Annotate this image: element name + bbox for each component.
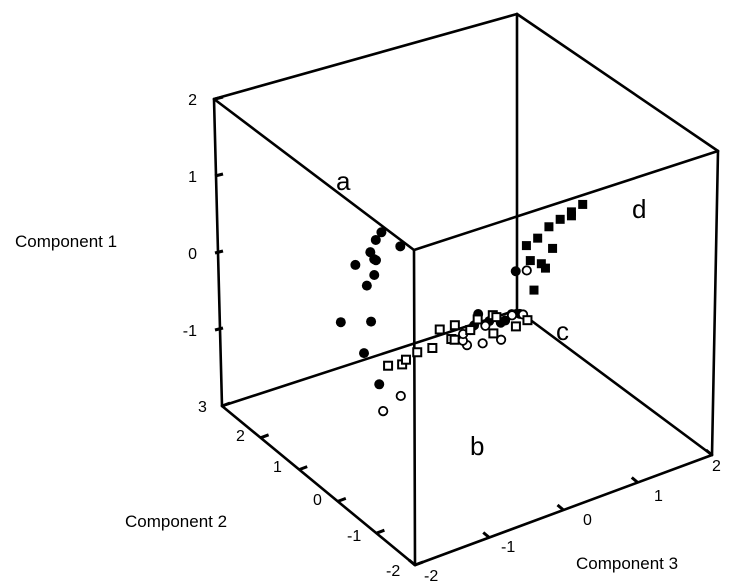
tick-component-2 bbox=[375, 528, 385, 535]
point-filled-circle-a bbox=[370, 255, 381, 266]
point-open-circle-c bbox=[477, 338, 488, 349]
point-filled-square-d bbox=[555, 214, 565, 224]
point-open-circle-c bbox=[521, 265, 532, 276]
point-open-square-b bbox=[510, 321, 521, 332]
cluster-label-c: c bbox=[556, 316, 569, 346]
tick-component-3 bbox=[556, 503, 565, 512]
cluster-label-b: b bbox=[470, 431, 484, 461]
tick-label-component-1: 0 bbox=[188, 246, 197, 263]
point-open-square-b bbox=[472, 314, 483, 325]
tick-component-2 bbox=[414, 560, 424, 567]
axis-ticks bbox=[214, 95, 713, 567]
tick-label-component-3: 2 bbox=[712, 458, 721, 475]
tick-label-component-2: 3 bbox=[198, 399, 207, 416]
point-open-square-b bbox=[400, 354, 411, 365]
point-filled-circle-a bbox=[350, 259, 361, 270]
point-open-circle-c bbox=[495, 334, 507, 345]
tick-label-component-2: -1 bbox=[347, 528, 361, 545]
point-filled-circle-c bbox=[510, 266, 521, 277]
cube-edge-front-top-left bbox=[212, 97, 416, 252]
point-filled-square-d bbox=[548, 243, 558, 253]
point-open-square-b bbox=[522, 315, 533, 326]
point-filled-circle-a bbox=[376, 227, 387, 238]
point-filled-circle-a bbox=[366, 316, 377, 327]
tick-component-2 bbox=[260, 433, 270, 440]
tick-label-component-3: -1 bbox=[501, 539, 515, 556]
axis-label-component-2: Component 2 bbox=[125, 512, 227, 531]
point-filled-circle-a bbox=[370, 234, 381, 245]
point-open-square-b bbox=[449, 334, 460, 345]
tick-component-1 bbox=[214, 249, 224, 255]
tick-label-component-2: 2 bbox=[236, 428, 245, 445]
cube-edge-vertical-right bbox=[710, 149, 720, 457]
tick-component-1 bbox=[214, 172, 224, 178]
axis-label-component-3: Component 3 bbox=[576, 554, 678, 573]
point-open-square-b bbox=[449, 320, 460, 331]
tick-label-component-1: 1 bbox=[188, 169, 197, 186]
point-filled-square-d bbox=[525, 256, 535, 266]
cube-edge-bottom-back-right bbox=[515, 308, 714, 457]
tick-component-2 bbox=[221, 401, 231, 408]
point-filled-square-d bbox=[540, 263, 550, 273]
point-filled-circle-a bbox=[374, 379, 385, 390]
point-open-square-b bbox=[383, 360, 394, 371]
point-open-square-b bbox=[465, 325, 476, 336]
tick-component-2 bbox=[337, 496, 347, 503]
point-open-circle-c bbox=[480, 320, 491, 331]
point-open-circle-c bbox=[378, 405, 389, 417]
point-filled-circle-a bbox=[335, 317, 346, 328]
point-open-circle-c bbox=[506, 310, 518, 321]
point-filled-square-d bbox=[578, 199, 588, 209]
tick-component-1 bbox=[214, 95, 224, 101]
tick-component-3 bbox=[408, 558, 416, 567]
point-filled-square-d bbox=[533, 233, 543, 243]
tick-component-2 bbox=[298, 465, 308, 472]
point-open-square-b bbox=[491, 312, 502, 323]
tick-labels: 2 1 0 -1 3 2 1 0 -1 -2 -2 -1 0 1 2 bbox=[183, 92, 721, 584]
cluster-label-d: d bbox=[632, 194, 646, 224]
tick-component-3 bbox=[630, 476, 639, 484]
point-filled-square-d bbox=[544, 222, 554, 232]
point-filled-circle-a bbox=[359, 348, 370, 359]
tick-label-component-2: -2 bbox=[386, 563, 400, 580]
cube-frame bbox=[212, 12, 720, 567]
point-open-square-b bbox=[412, 347, 423, 358]
point-filled-circle-a bbox=[369, 270, 380, 281]
tick-label-component-3: 1 bbox=[654, 488, 663, 505]
tick-component-3 bbox=[482, 531, 491, 539]
tick-label-component-3: 0 bbox=[583, 512, 592, 529]
point-filled-circle-a bbox=[361, 280, 372, 291]
point-open-square-b bbox=[488, 328, 499, 339]
cluster-label-a: a bbox=[336, 166, 351, 196]
cluster-labels: a b c d bbox=[336, 166, 646, 461]
cube-edge-back-top-right bbox=[515, 12, 720, 153]
tick-label-component-1: -1 bbox=[183, 323, 197, 340]
axis-labels: Component 1 Component 2 Component 3 bbox=[15, 232, 678, 573]
axis-label-component-1: Component 1 bbox=[15, 232, 117, 251]
cube-edge-bottom-front-left bbox=[220, 404, 417, 567]
point-open-square-b bbox=[434, 324, 445, 335]
cube-edge-back-top-left bbox=[212, 12, 519, 101]
tick-component-3 bbox=[705, 448, 713, 457]
tick-component-1 bbox=[214, 326, 224, 332]
point-filled-square-d bbox=[521, 241, 531, 251]
point-filled-square-d bbox=[566, 211, 576, 221]
point-filled-circle-a bbox=[395, 241, 406, 252]
tick-label-component-1: 2 bbox=[188, 92, 197, 109]
point-open-square-b bbox=[427, 342, 438, 353]
data-points bbox=[335, 199, 588, 417]
cube-edge-front-top-right bbox=[412, 149, 720, 252]
point-filled-square-d bbox=[529, 285, 539, 295]
tick-label-component-3: -2 bbox=[424, 568, 438, 584]
cube-edge-vertical-front bbox=[412, 248, 417, 567]
tick-label-component-2: 1 bbox=[273, 459, 282, 476]
tick-label-component-2: 0 bbox=[313, 492, 322, 509]
point-open-circle-c bbox=[395, 390, 406, 402]
